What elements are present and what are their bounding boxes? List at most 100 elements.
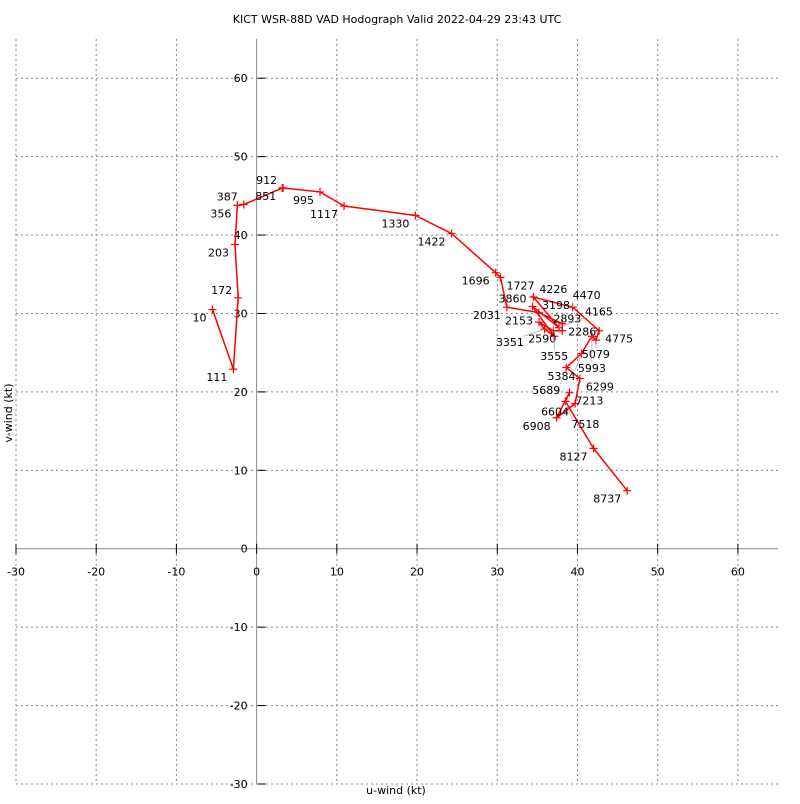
height-label: 1117 (310, 208, 338, 221)
x-tick-label: -30 (7, 566, 25, 579)
height-label: 203 (208, 246, 229, 259)
label-leader-line (575, 353, 582, 371)
y-tick-label: 60 (234, 72, 248, 85)
height-label: 6604 (541, 406, 569, 419)
height-label: 7518 (571, 418, 599, 431)
label-leader-line (523, 328, 545, 337)
height-label: 2286 (568, 326, 596, 339)
y-tick-label: 50 (234, 151, 248, 164)
height-label: 3555 (540, 350, 568, 363)
chart-title: KICT WSR-88D VAD Hodograph Valid 2022-04… (233, 13, 562, 26)
height-label: 111 (206, 371, 227, 384)
height-label: 172 (211, 284, 232, 297)
data-point-marker (571, 399, 580, 408)
height-label: 995 (293, 194, 314, 207)
data-point-marker (239, 200, 248, 209)
x-tick-label: -20 (87, 566, 105, 579)
data-point-marker (555, 323, 564, 332)
x-tick-label: 40 (570, 566, 584, 579)
data-point-marker (552, 413, 561, 422)
height-label: 4775 (605, 333, 633, 346)
data-point-marker (565, 388, 574, 397)
height-label: 356 (210, 207, 231, 220)
x-axis-label: u-wind (kt) (366, 784, 426, 797)
label-leader-line (559, 367, 567, 385)
x-tick-label: 20 (410, 566, 424, 579)
hodograph-line (211, 187, 628, 492)
data-point-marker (229, 365, 238, 374)
height-label: 3198 (542, 299, 570, 312)
height-label: 8127 (560, 450, 588, 463)
data-point-marker (595, 326, 604, 335)
height-label: 5689 (532, 384, 560, 397)
data-point-marker (230, 240, 239, 249)
height-label: 2153 (505, 315, 533, 328)
y-axis-label: v-wind (kt) (2, 384, 15, 443)
data-point-marker (233, 201, 242, 210)
y-tick-label: 0 (241, 543, 248, 556)
data-point-marker (340, 202, 349, 211)
data-point-marker (575, 374, 584, 383)
y-tick-label: -10 (230, 621, 248, 634)
height-label: 10 (193, 312, 207, 325)
data-point-marker (561, 397, 570, 406)
height-label: 5993 (578, 362, 606, 375)
height-label: 1696 (462, 275, 490, 288)
data-point-marker (491, 268, 500, 277)
hodograph-series (208, 184, 632, 495)
data-point-marker (577, 349, 586, 358)
x-tick-label: 0 (253, 566, 260, 579)
grid (15, 39, 778, 785)
height-label: 1330 (381, 217, 409, 230)
label-leader-line (558, 317, 585, 328)
data-point-marker (589, 444, 598, 453)
y-tick-label: -20 (230, 700, 248, 713)
y-tick-label: 40 (234, 229, 248, 242)
y-tick-label: 10 (234, 464, 248, 477)
data-point-marker (623, 486, 632, 495)
data-point-marker (411, 211, 420, 220)
height-label: 4165 (585, 306, 613, 319)
height-label: 6908 (523, 420, 551, 433)
height-label: 2893 (553, 313, 581, 326)
height-label: 1422 (418, 235, 446, 248)
data-point-marker (528, 302, 537, 311)
y-tick-label: 20 (234, 386, 248, 399)
data-point-marker (315, 187, 324, 196)
y-tick-label: 30 (234, 307, 248, 320)
data-point-marker (447, 229, 456, 238)
height-label: 4470 (573, 289, 601, 302)
height-label: 8737 (593, 493, 621, 506)
height-label: 3860 (499, 292, 527, 305)
data-point-marker (502, 303, 511, 312)
data-point-marker (234, 293, 243, 302)
height-label: 6299 (586, 381, 614, 394)
data-point-marker (208, 305, 217, 314)
height-label: 851 (255, 190, 276, 203)
data-point-marker (562, 363, 571, 372)
height-label: 387 (217, 190, 238, 203)
height-label: 2031 (473, 309, 501, 322)
height-label: 3351 (496, 336, 524, 349)
axes: -30 -20 -10 0 10 20 30 40 50 60 -30 -20 -10 0 10 20 30 40… (7, 39, 778, 791)
data-point-marker (496, 273, 505, 282)
label-leader-line (565, 401, 572, 418)
data-point-marker (529, 293, 538, 302)
label-leader-line (538, 310, 543, 323)
x-tick-label: 60 (731, 566, 745, 579)
x-tick-label: 10 (330, 566, 344, 579)
x-tick-label: 50 (651, 566, 665, 579)
height-label: 5384 (547, 370, 575, 383)
height-label: 5079 (582, 348, 610, 361)
height-label: 1727 (506, 279, 534, 292)
y-tick-label: -30 (230, 778, 248, 791)
x-tick-label: 30 (490, 566, 504, 579)
data-point-marker (279, 184, 288, 192)
height-label: 4226 (539, 283, 567, 296)
height-label: 2590 (528, 333, 556, 346)
height-label: 912 (256, 174, 277, 187)
height-label: 7213 (575, 395, 603, 408)
x-tick-label: -10 (167, 566, 185, 579)
